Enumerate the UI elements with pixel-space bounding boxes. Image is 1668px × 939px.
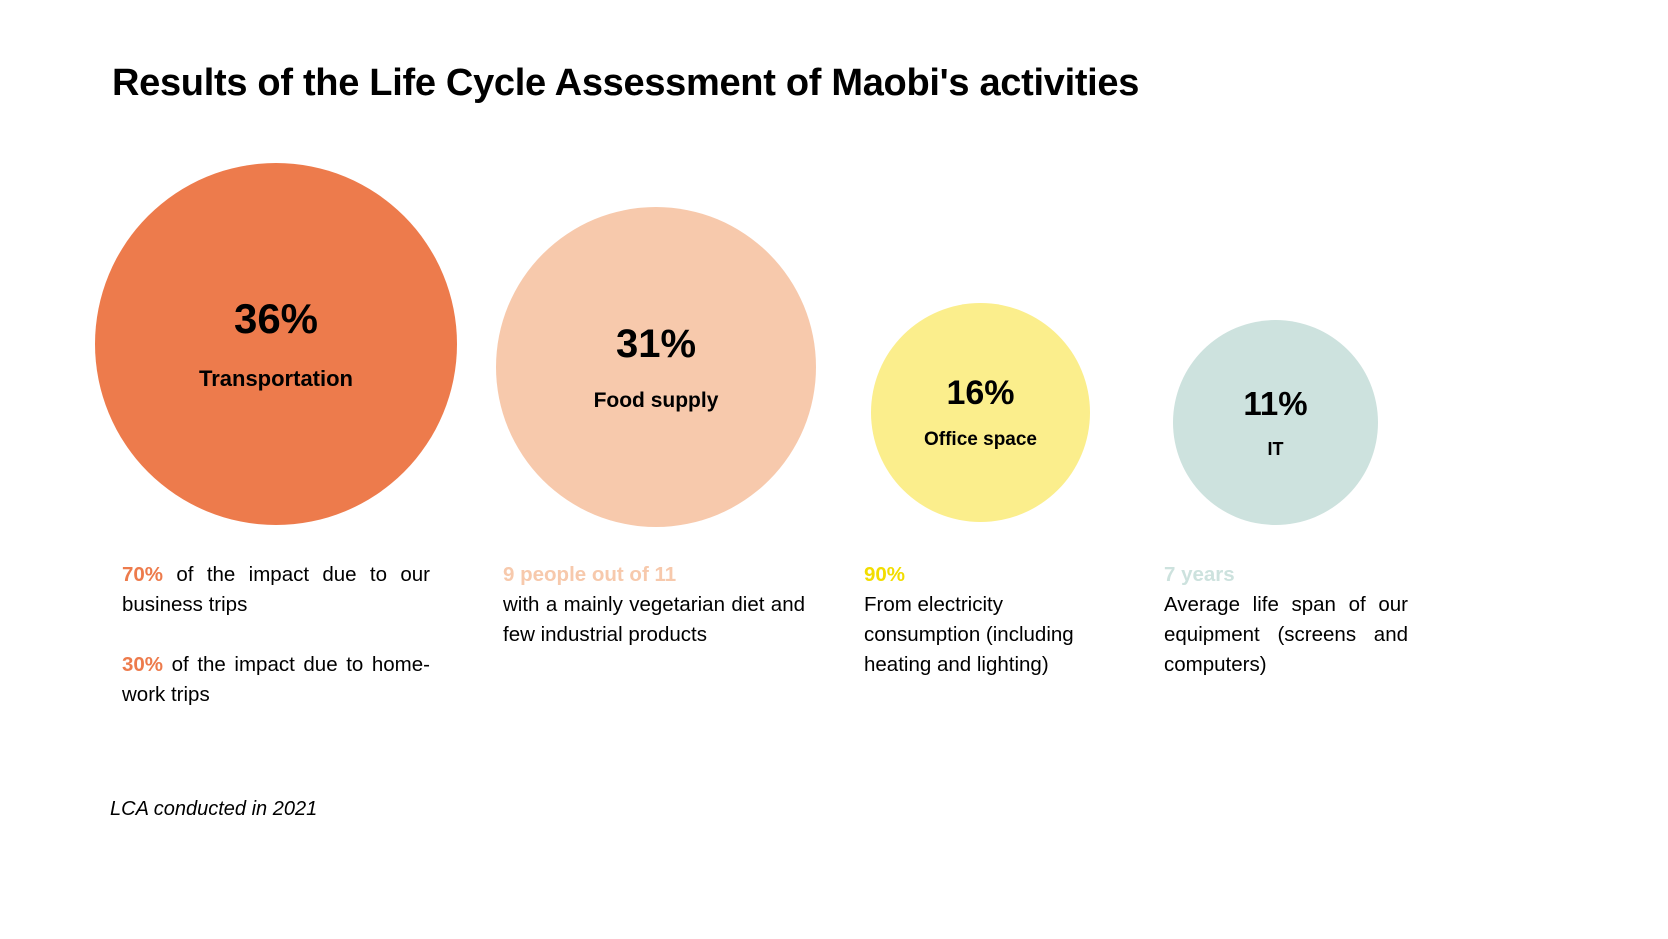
caption-lead-9-people: 9 people out of 11: [503, 563, 677, 586]
caption-text-home-work-trips: of the impact due to home-work trips: [122, 653, 430, 706]
caption-lead-70: 70%: [122, 563, 164, 586]
caption-text-vegetarian-diet: with a mainly vegetarian diet and few in…: [503, 593, 805, 646]
footnote-lca-year: LCA conducted in 2021: [110, 798, 318, 820]
caption-fact-electricity: 90% From electricity consumption (includi…: [864, 560, 1092, 680]
bubble-transportation[interactable]: 36% Transportation: [95, 163, 457, 525]
caption-lead-90: 90%: [864, 563, 906, 586]
caption-fact-home-work-trips: 30% of the impact due to home-work trips: [122, 650, 430, 710]
bubble-percent-it: 11%: [1243, 385, 1308, 422]
page-title: Results of the Life Cycle Assessment of …: [112, 62, 1140, 104]
caption-lead-30: 30%: [122, 653, 164, 676]
bubble-chart: 36% Transportation 31% Food supply 16% O…: [95, 163, 1378, 527]
caption-column-food-supply: 9 people out of 11 with a mainly vegetari…: [503, 560, 805, 650]
bubble-label-transportation: Transportation: [198, 366, 353, 391]
caption-text-life-span: Average life span of our equipment (scre…: [1164, 593, 1408, 676]
caption-fact-vegetarian-diet: 9 people out of 11 with a mainly vegetari…: [503, 560, 805, 650]
caption-column-transportation: 70% of the impact due to our business tr…: [122, 560, 430, 710]
bubble-label-food-supply: Food supply: [593, 388, 719, 412]
bubble-it[interactable]: 11% IT: [1173, 320, 1378, 525]
bubble-percent-food-supply: 31%: [615, 321, 697, 366]
bubble-office-space[interactable]: 16% Office space: [871, 303, 1090, 522]
bubble-label-it: IT: [1267, 439, 1284, 459]
caption-text-business-trips: of the impact due to our business trips: [122, 563, 430, 616]
caption-text-electricity: From electricity consumption (including …: [864, 593, 1074, 676]
caption-fact-business-trips: 70% of the impact due to our business tr…: [122, 560, 430, 620]
bubble-label-office-space: Office space: [924, 429, 1037, 450]
caption-fact-life-span: 7 years Average life span of our equipmen…: [1164, 560, 1408, 680]
bubble-food-supply[interactable]: 31% Food supply: [496, 207, 816, 527]
caption-lead-7-years: 7 years: [1164, 563, 1235, 586]
bubble-percent-transportation: 36%: [233, 295, 319, 342]
caption-column-it: 7 years Average life span of our equipmen…: [1164, 560, 1408, 680]
bubble-percent-office-space: 16%: [946, 374, 1015, 412]
caption-column-office-space: 90% From electricity consumption (includi…: [864, 560, 1092, 680]
